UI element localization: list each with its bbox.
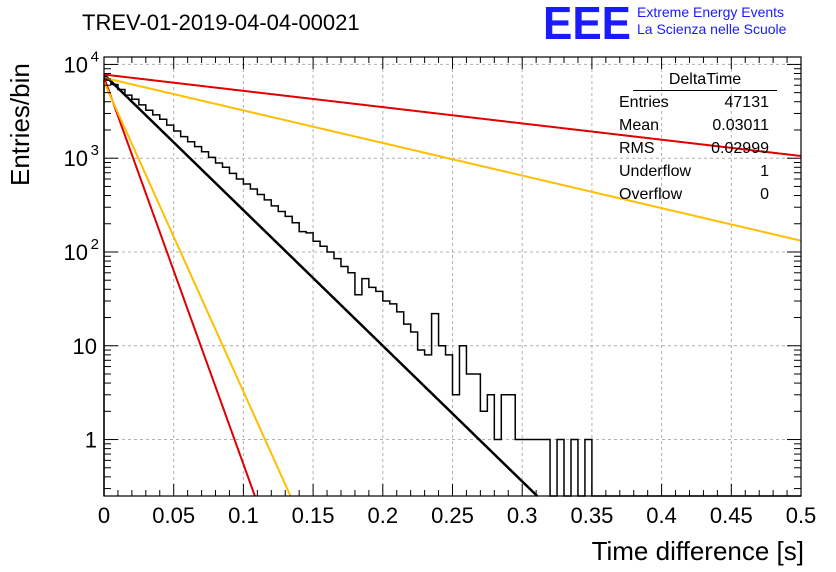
stats-label: Mean [619, 117, 660, 134]
stats-label: Overflow [619, 186, 683, 203]
stats-value: 0.03011 [712, 117, 769, 134]
stats-row: Overflow 0 [611, 183, 777, 206]
x-tick-label: 0.45 [710, 503, 753, 528]
x-tick-label: 0.15 [292, 503, 335, 528]
logo-line-1: Extreme Energy Events [637, 4, 785, 20]
stats-label: Underflow [619, 163, 692, 180]
y-tick-exponent: 4 [91, 48, 99, 65]
chart-title: TREV-01-2019-04-04-00021 [82, 10, 360, 35]
x-tick-label: 0.3 [507, 503, 538, 528]
stats-label: RMS [619, 140, 655, 157]
x-tick-label: 0.05 [152, 503, 195, 528]
x-tick-label: 0.4 [646, 503, 677, 528]
fit-curves [103, 73, 802, 497]
stats-row: Underflow 1 [611, 160, 777, 183]
x-tick-label: 0.5 [786, 503, 817, 528]
stats-value: 0.02999 [711, 140, 769, 157]
fit-curve [103, 81, 292, 497]
eee-logo: EEE [543, 4, 631, 42]
y-tick-label: 10 [73, 334, 97, 359]
y-tick-label: 1 [85, 428, 97, 453]
x-axis-ticks: 0 0.05 0.1 0.15 0.2 0.25 0.3 0.35 0.4 0.45 0.5 [98, 57, 816, 528]
y-tick-exponent: 3 [91, 142, 99, 159]
x-axis-label: Time difference [s] [591, 536, 804, 566]
x-tick-label: 0.35 [570, 503, 613, 528]
fit-curve [103, 76, 256, 497]
stats-value: 1 [760, 163, 769, 180]
stats-title: DeltaTime [633, 70, 777, 91]
stats-row: RMS 0.02999 [611, 137, 777, 160]
x-tick-label: 0 [98, 503, 110, 528]
logo-line-2: La Scienza nelle Scuole [637, 21, 787, 37]
fit-curve [103, 73, 802, 157]
stats-label: Entries [619, 94, 669, 111]
y-tick-label: 10 [64, 240, 88, 265]
fit-curve [103, 76, 802, 242]
y-tick-exponent: 2 [91, 236, 99, 253]
stats-value: 47131 [724, 94, 770, 111]
fit-curve [103, 73, 539, 497]
stats-value: 0 [760, 186, 769, 203]
stats-row: Mean 0.03011 [611, 114, 777, 137]
y-tick-label: 10 [64, 52, 88, 77]
stats-box: DeltaTime Entries 47131 Mean 0.03011 RMS… [611, 70, 777, 206]
x-tick-label: 0.2 [368, 503, 399, 528]
svg-text:EEE: EEE [543, 4, 631, 42]
logo-text: Extreme Energy Events La Scienza nelle S… [637, 4, 786, 38]
stats-row: Entries 47131 [611, 91, 777, 114]
x-tick-label: 0.25 [431, 503, 474, 528]
y-axis-label: Entries/bin [5, 63, 35, 186]
y-tick-label: 10 [64, 146, 88, 171]
x-tick-label: 0.1 [228, 503, 259, 528]
